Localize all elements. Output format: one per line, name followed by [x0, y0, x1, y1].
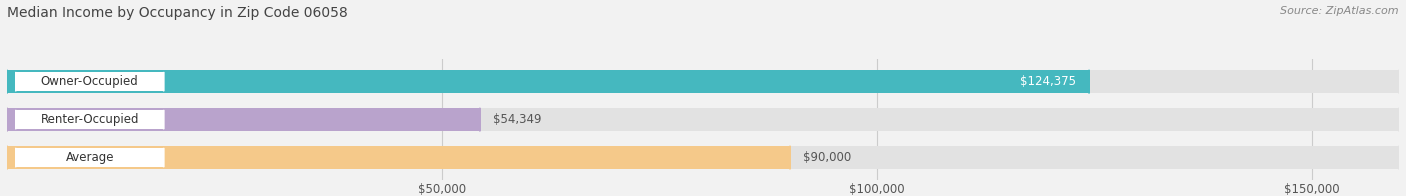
Bar: [15, 148, 163, 167]
Bar: [7, 108, 1399, 131]
Text: $90,000: $90,000: [803, 151, 851, 164]
Bar: [7, 146, 1399, 169]
Text: Average: Average: [66, 151, 114, 164]
Text: $124,375: $124,375: [1019, 75, 1076, 88]
Text: Source: ZipAtlas.com: Source: ZipAtlas.com: [1281, 6, 1399, 16]
Text: Owner-Occupied: Owner-Occupied: [41, 75, 139, 88]
Bar: [7, 146, 790, 169]
Text: Renter-Occupied: Renter-Occupied: [41, 113, 139, 126]
Bar: [15, 72, 163, 91]
Bar: [7, 70, 1399, 93]
Text: Median Income by Occupancy in Zip Code 06058: Median Income by Occupancy in Zip Code 0…: [7, 6, 347, 20]
Text: $54,349: $54,349: [494, 113, 541, 126]
Bar: [7, 108, 479, 131]
Bar: [7, 70, 1090, 93]
Bar: [15, 110, 163, 129]
